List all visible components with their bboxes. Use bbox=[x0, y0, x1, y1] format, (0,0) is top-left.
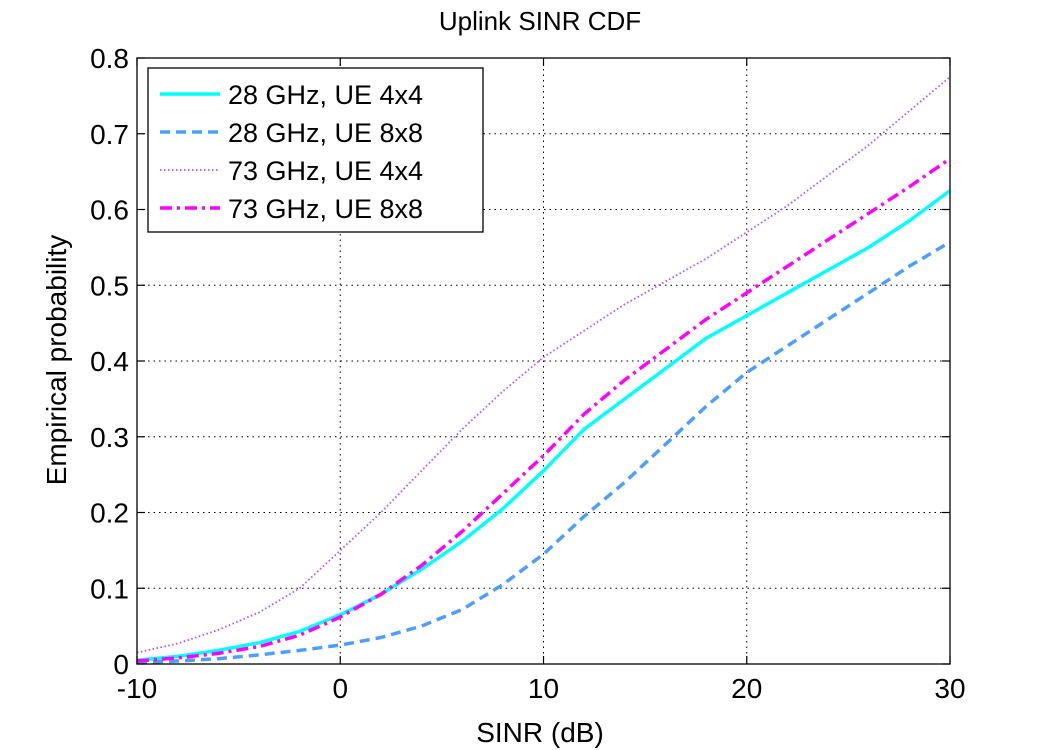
x-tick-label: 0 bbox=[332, 673, 348, 704]
y-axis-label: Empirical probability bbox=[41, 235, 72, 486]
y-tick-label: 0.3 bbox=[90, 422, 129, 453]
x-tick-label: -10 bbox=[117, 673, 157, 704]
x-tick-label: 20 bbox=[731, 673, 762, 704]
legend: 28 GHz, UE 4x4 28 GHz, UE 8x8 73 GHz, UE 4… bbox=[147, 67, 484, 233]
legend-label-28-ghz-ue-8x8: 28 GHz, UE 8x8 bbox=[228, 118, 423, 148]
y-tick-label: 0 bbox=[113, 649, 129, 680]
grid bbox=[137, 58, 950, 664]
x-axis-label: SINR (dB) bbox=[476, 717, 604, 748]
series-line-28-ghz-ue-8x8 bbox=[136, 240, 951, 665]
series-line-28-ghz-ue-4x4 bbox=[136, 189, 952, 662]
y-tick-label: 0.2 bbox=[90, 498, 129, 529]
plot-area bbox=[136, 76, 952, 665]
x-tick-label: 10 bbox=[528, 673, 559, 704]
legend-label-73-ghz-ue-4x4: 73 GHz, UE 4x4 bbox=[228, 156, 423, 186]
chart-title: Uplink SINR CDF bbox=[439, 6, 641, 36]
y-tick-label: 0.5 bbox=[90, 270, 129, 301]
series-line-73-ghz-ue-4x4 bbox=[136, 76, 951, 654]
x-tick-label: 30 bbox=[934, 673, 965, 704]
series-line-73-ghz-ue-8x8 bbox=[136, 157, 951, 663]
axis-ticks bbox=[136, 57, 951, 665]
y-tick-label: 0.7 bbox=[90, 119, 129, 150]
y-tick-label: 0.1 bbox=[90, 573, 129, 604]
y-tick-label: 0.8 bbox=[90, 43, 129, 74]
y-tick-label: 0.6 bbox=[90, 195, 129, 226]
legend-label-73-ghz-ue-8x8: 73 GHz, UE 8x8 bbox=[228, 194, 423, 224]
y-tick-label: 0.4 bbox=[90, 346, 129, 377]
legend-label-28-ghz-ue-4x4: 28 GHz, UE 4x4 bbox=[228, 80, 423, 110]
